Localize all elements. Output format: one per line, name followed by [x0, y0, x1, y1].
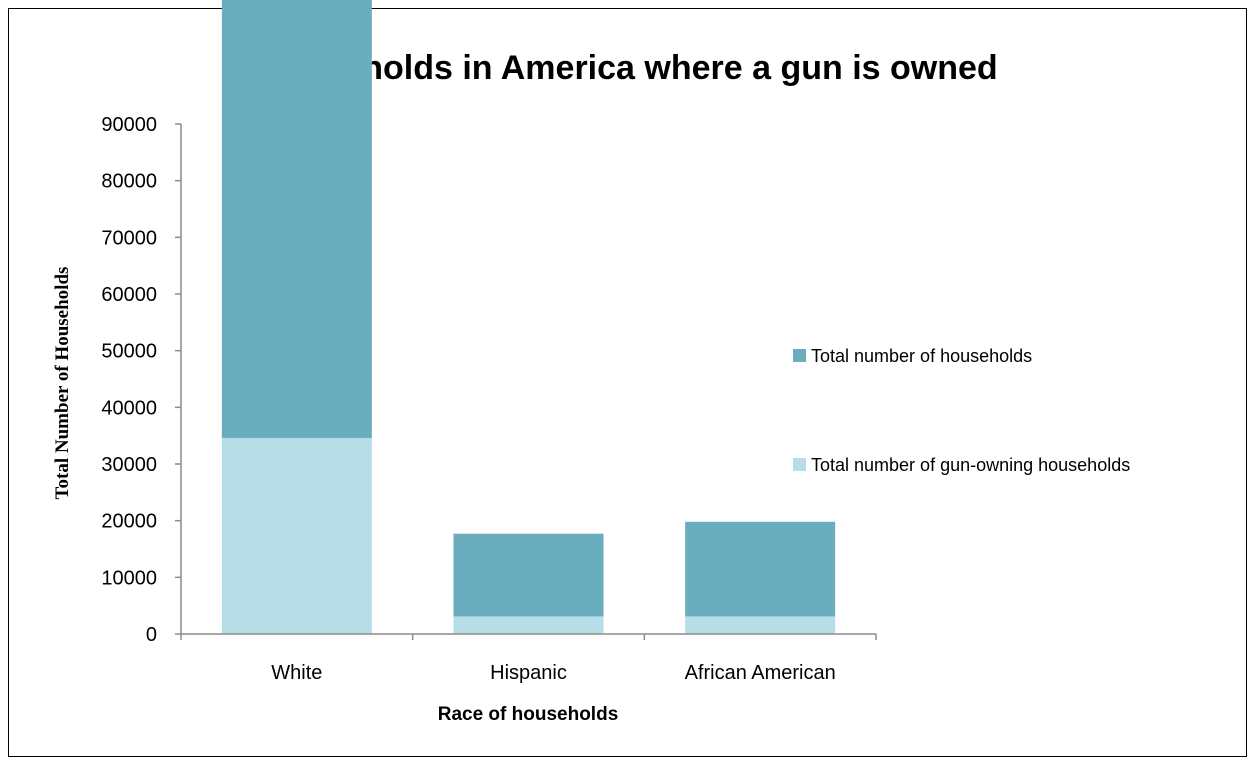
y-tick-label: 50000: [101, 341, 157, 363]
legend-swatch: [793, 349, 806, 362]
bar-gun-owning-african-american: [685, 616, 836, 634]
x-tick-label: White: [271, 662, 322, 684]
bar-gun-owning-hispanic: [453, 616, 604, 634]
bar-total-white: [221, 0, 372, 438]
x-tick-label: African American: [685, 662, 836, 684]
bar-total-african-american: [685, 521, 836, 617]
bars: [221, 0, 836, 634]
y-tick-label: 0: [146, 624, 157, 646]
y-tick-label: 20000: [101, 511, 157, 533]
chart-frame: [8, 8, 1247, 757]
x-tick-label: Hispanic: [490, 662, 567, 684]
y-tick-label: 10000: [101, 567, 157, 589]
legend-label: Total number of gun-owning households: [811, 455, 1130, 475]
legend: Total number of households Total number o…: [793, 346, 1130, 475]
bar-gun-owning-white: [221, 437, 372, 634]
y-axis: 0 10000 20000 30000 40000 50000 60000 70000 8000…: [101, 114, 182, 646]
legend-swatch: [793, 458, 806, 471]
x-axis: White Hispanic African American: [180, 633, 877, 684]
legend-label: Total number of households: [811, 346, 1032, 366]
y-tick-label: 40000: [101, 397, 157, 419]
y-tick-label: 60000: [101, 284, 157, 306]
bar-total-hispanic: [453, 533, 604, 617]
x-axis-label: Race of households: [438, 704, 619, 725]
y-tick-label: 90000: [101, 114, 157, 136]
y-tick-label: 70000: [101, 227, 157, 249]
chart-title: Households in America where a gun is own…: [258, 49, 997, 87]
y-tick-label: 80000: [101, 171, 157, 193]
y-axis-label: Total Number of Households: [52, 267, 73, 500]
y-tick-label: 30000: [101, 454, 157, 476]
